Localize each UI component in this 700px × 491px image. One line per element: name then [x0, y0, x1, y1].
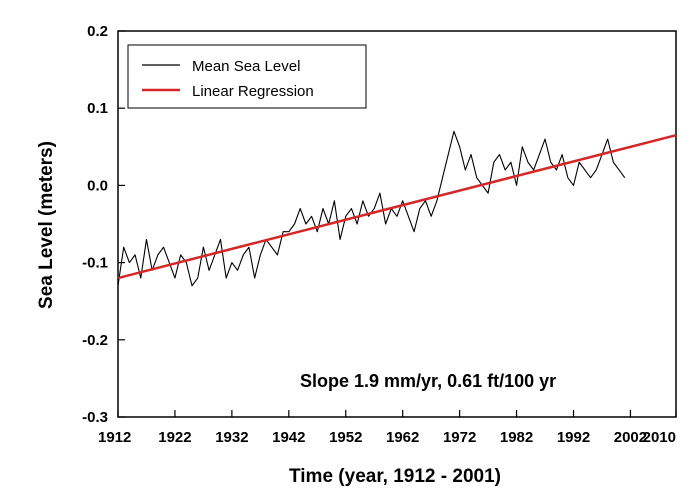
legend-label-linear-regression: Linear Regression — [192, 83, 314, 100]
series-layer — [117, 130, 677, 287]
legend-label-mean-sea-level: Mean Sea Level — [192, 58, 300, 75]
y-tick-label: 0.0 — [87, 177, 108, 194]
y-tick-label: -0.2 — [82, 332, 108, 349]
x-tick-label: 1972 — [443, 429, 476, 446]
x-tick-label: 1962 — [386, 429, 419, 446]
plot-frame — [117, 30, 677, 418]
x-tick-label: 1992 — [557, 429, 590, 446]
series-line-mean-sea-level — [117, 130, 626, 287]
slope-annotation: Slope 1.9 mm/yr, 0.61 ft/100 yr — [300, 371, 556, 391]
x-tick-label: 2010 — [643, 429, 676, 446]
plot-area — [117, 30, 677, 418]
y-tick-label: -0.3 — [82, 409, 108, 426]
x-tick-label: 1922 — [158, 429, 191, 446]
x-tick-label: 2002 — [614, 429, 647, 446]
series-line-linear-regression — [117, 134, 677, 280]
x-axis-label: Time (year, 1912 - 2001) — [289, 466, 501, 487]
x-tick-label: 1952 — [329, 429, 362, 446]
x-tick-label: 1912 — [98, 429, 131, 446]
y-tick-label: 0.2 — [87, 23, 108, 40]
legend-box — [127, 44, 367, 109]
legend: Mean Sea Level Linear Regression — [127, 44, 367, 109]
x-tick-label: 1942 — [272, 429, 305, 446]
y-axis-label: Sea Level (meters) — [36, 141, 57, 309]
x-tick-label: 1932 — [215, 429, 248, 446]
y-tick-label: -0.1 — [82, 255, 108, 272]
axes-layer: 1912 1922 1932 1942 1952 1962 1972 1982 1992 2002… — [82, 23, 677, 446]
x-tick-label: 1982 — [500, 429, 533, 446]
y-tick-label: 0.1 — [87, 100, 108, 117]
